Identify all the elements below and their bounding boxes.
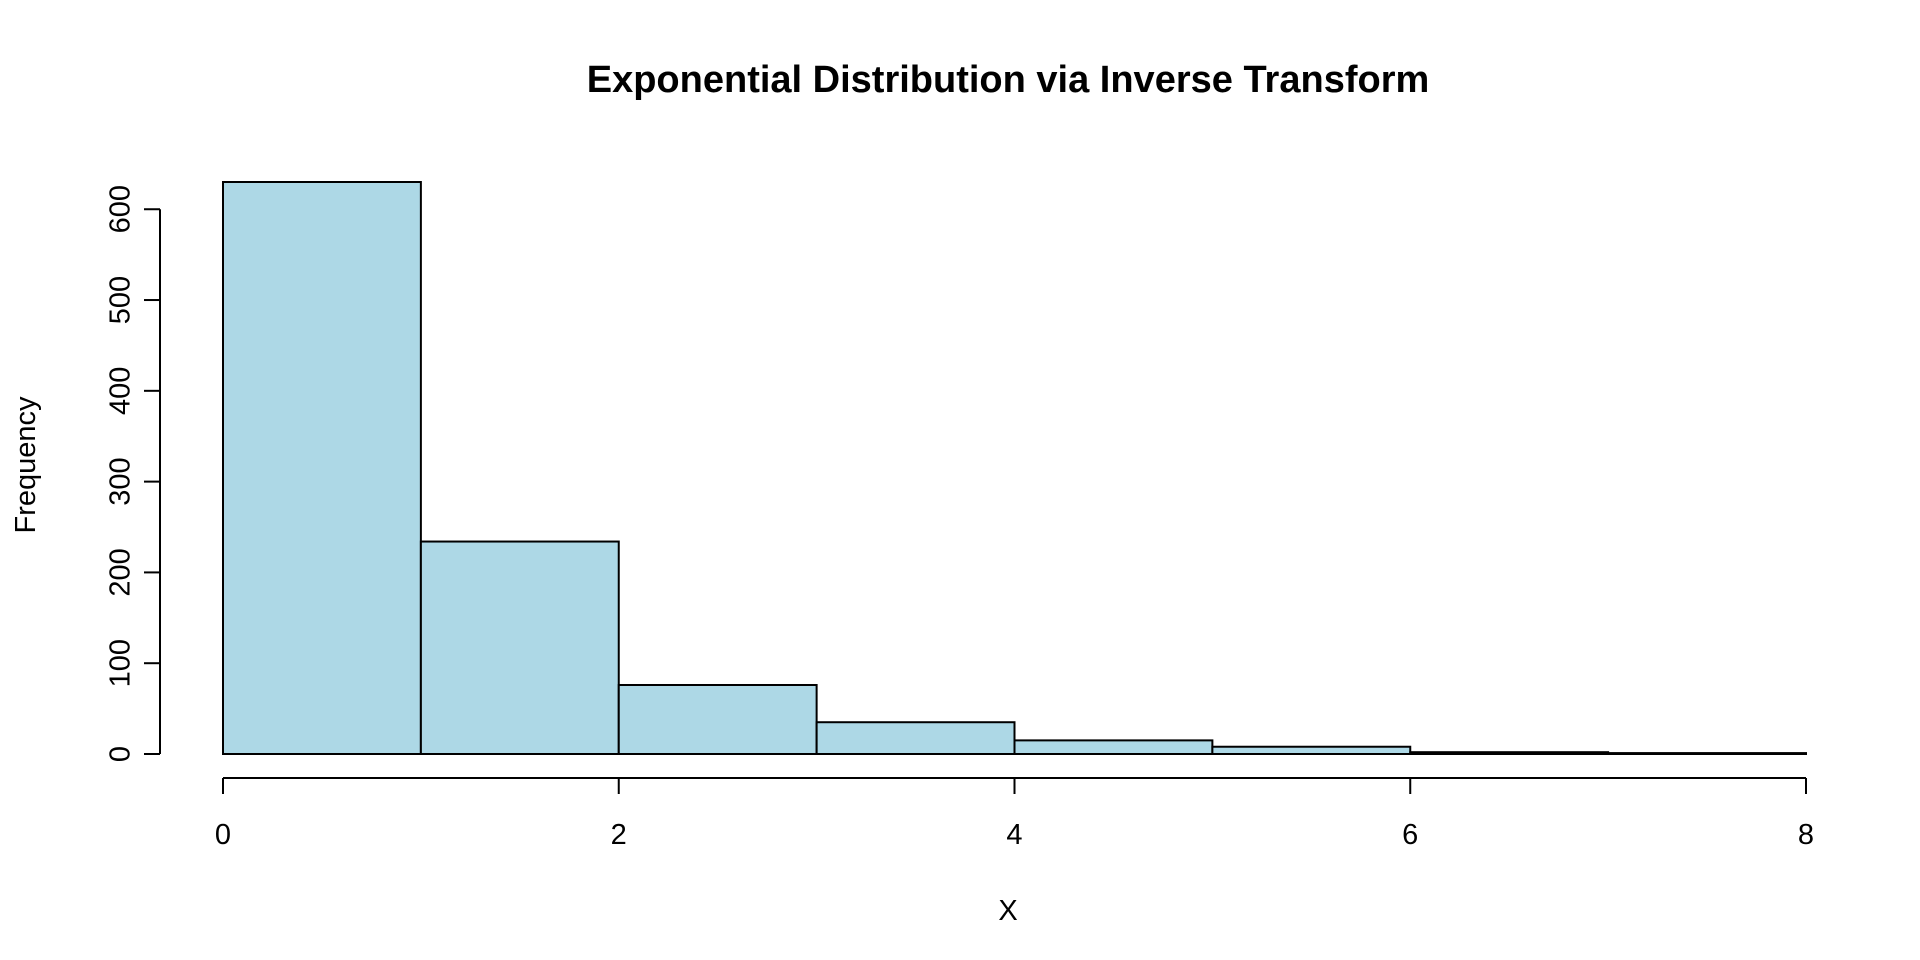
y-tick-label-1: 100 bbox=[105, 639, 137, 687]
histogram-bar-0 bbox=[222, 181, 422, 755]
histogram-bar-1 bbox=[419, 540, 620, 755]
y-tick-label-2: 200 bbox=[105, 548, 137, 596]
x-axis-label: X bbox=[998, 895, 1017, 927]
histogram-bar-6 bbox=[1409, 751, 1610, 756]
histogram-bar-7 bbox=[1607, 752, 1807, 755]
x-tick-label-3: 6 bbox=[1402, 819, 1418, 851]
histogram-bar-5 bbox=[1211, 745, 1412, 756]
histogram-bar-4 bbox=[1013, 739, 1214, 756]
y-tick-label-5: 500 bbox=[105, 276, 137, 324]
x-tick-label-1: 2 bbox=[611, 819, 627, 851]
x-axis: 0 2 4 6 8 bbox=[215, 777, 1814, 851]
histogram-bars bbox=[222, 181, 1807, 756]
chart-title: Exponential Distribution via Inverse Tra… bbox=[587, 59, 1430, 101]
x-tick-label-0: 0 bbox=[215, 819, 231, 851]
histogram-bar-3 bbox=[815, 721, 1016, 756]
y-axis-label: Frequency bbox=[10, 396, 42, 534]
y-tick-label-6: 600 bbox=[105, 185, 137, 233]
y-tick-label-0: 0 bbox=[105, 746, 137, 762]
y-tick-label-3: 300 bbox=[105, 457, 137, 505]
histogram-bar-2 bbox=[617, 683, 818, 755]
y-tick-label-4: 400 bbox=[105, 367, 137, 415]
y-axis: 0 100 200 300 400 500 600 bbox=[105, 185, 161, 762]
x-tick-label-2: 4 bbox=[1006, 819, 1022, 851]
x-tick-label-4: 8 bbox=[1798, 819, 1814, 851]
